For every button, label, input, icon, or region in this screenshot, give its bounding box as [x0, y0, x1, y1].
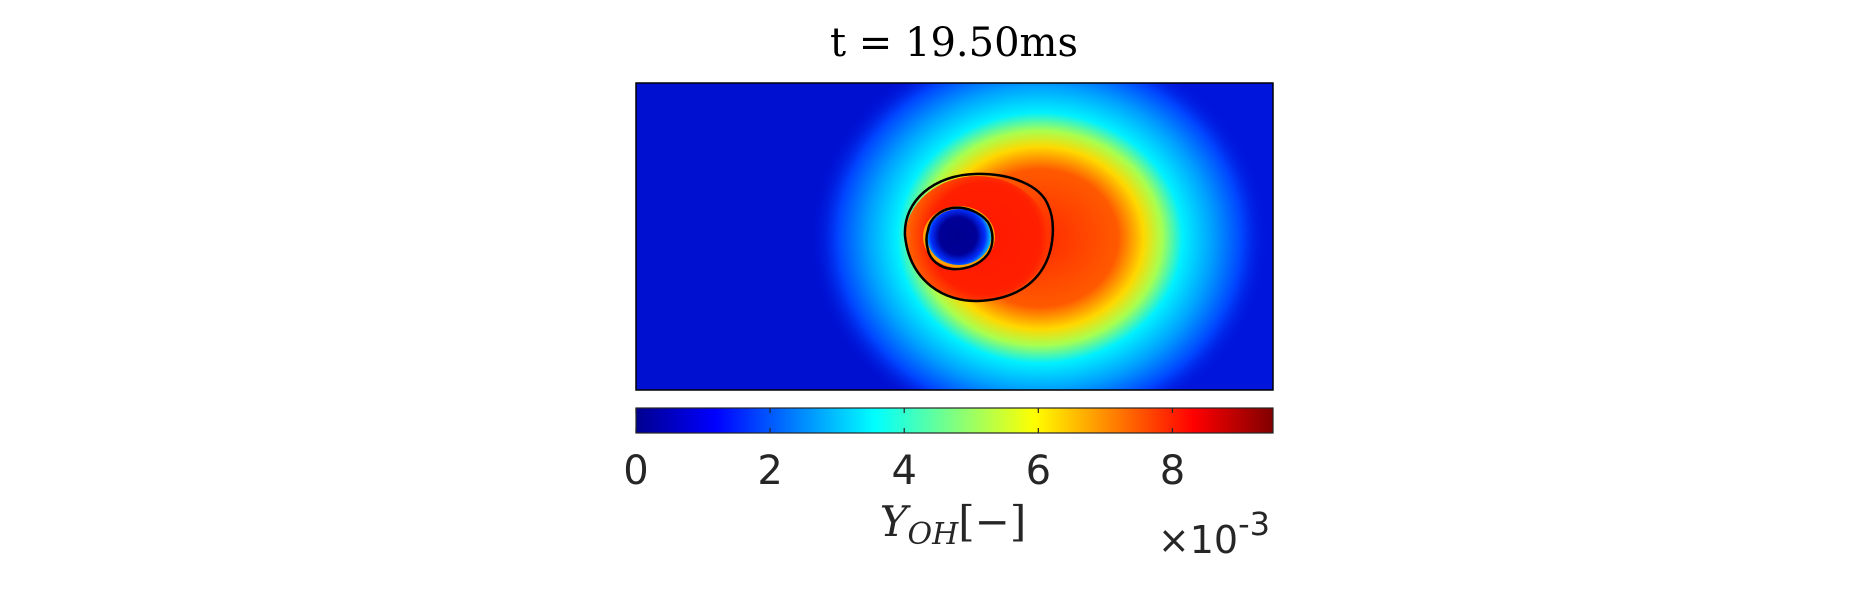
colorbar-tick-label: 0: [623, 448, 648, 494]
colorbar-label-sub: OH: [908, 517, 960, 552]
heatmap-plot: [636, 83, 1273, 390]
colorbar-label-unit: [−]: [958, 497, 1026, 546]
colorbar-tick-label: 6: [1026, 448, 1051, 494]
colorbar-label: YOH[−]: [880, 497, 1026, 552]
heatmap-core: [927, 209, 991, 265]
colorbar-label-main: Y: [880, 497, 912, 546]
colorbar-tick-label: 2: [757, 448, 782, 494]
colorbar-gradient: [635, 407, 1274, 434]
colorbar-ticks: [635, 408, 1174, 433]
colorbar-tick-label: 8: [1160, 448, 1185, 494]
colorbar-multiplier: ×10-3: [1158, 505, 1270, 562]
outer-contour: [903, 172, 1055, 303]
colorbar-multiplier-prefix: ×10: [1158, 518, 1238, 562]
inner-contour: [925, 206, 994, 271]
colorbar-multiplier-exponent: -3: [1238, 505, 1270, 543]
colorbar-tick-labels: 0 2 4 6 8: [623, 448, 1185, 494]
colorbar: 0 2 4 6 8 YOH[−] ×10-3: [623, 407, 1274, 562]
colorbar-tick-label: 4: [891, 448, 916, 494]
heatmap-frame: [635, 82, 1274, 391]
chart-title: t = 19.50ms: [830, 20, 1078, 66]
